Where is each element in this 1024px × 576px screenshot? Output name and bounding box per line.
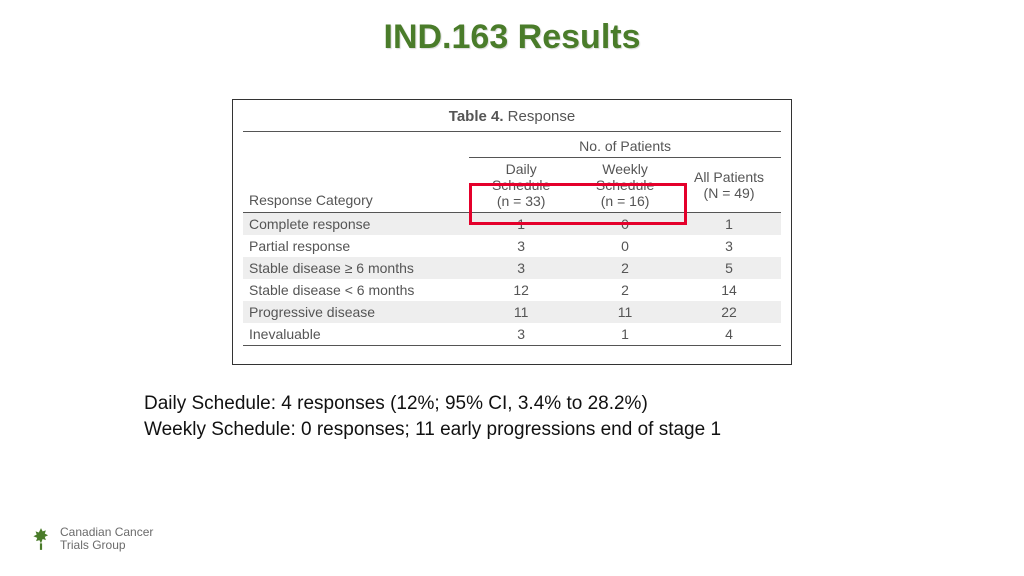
row-value: 5 (677, 257, 781, 279)
col-header-category: Response Category (243, 158, 469, 213)
row-value: 14 (677, 279, 781, 301)
table-body: Complete response101Partial response303S… (243, 213, 781, 346)
row-label: Stable disease < 6 months (243, 279, 469, 301)
summary-notes: Daily Schedule: 4 responses (12%; 95% CI… (144, 391, 864, 442)
response-table-container: Table 4. Response No. of Patients Respon… (232, 99, 792, 365)
row-value: 3 (469, 235, 573, 257)
row-value: 1 (573, 323, 677, 346)
row-value: 2 (573, 257, 677, 279)
row-value: 0 (573, 235, 677, 257)
table-caption-bold: Table 4. (449, 108, 504, 125)
table-row: Stable disease ≥ 6 months325 (243, 257, 781, 279)
row-value: 22 (677, 301, 781, 323)
table-row: Inevaluable314 (243, 323, 781, 346)
row-value: 3 (469, 257, 573, 279)
group-header: No. of Patients (469, 132, 781, 158)
row-label: Complete response (243, 213, 469, 236)
note-weekly: Weekly Schedule: 0 responses; 11 early p… (144, 417, 864, 443)
row-value: 11 (573, 301, 677, 323)
table-row: Progressive disease111122 (243, 301, 781, 323)
row-value: 4 (677, 323, 781, 346)
response-table: No. of Patients Response Category Daily … (243, 131, 781, 346)
table-caption: Table 4. Response (243, 108, 781, 131)
row-value: 12 (469, 279, 573, 301)
col-header-all: All Patients (N = 49) (677, 158, 781, 213)
table-row: Complete response101 (243, 213, 781, 236)
row-value: 11 (469, 301, 573, 323)
row-value: 3 (469, 323, 573, 346)
row-label: Inevaluable (243, 323, 469, 346)
slide-title: IND.163 Results (0, 0, 1024, 57)
table-row: Stable disease < 6 months12214 (243, 279, 781, 301)
col-header-daily: Daily Schedule (n = 33) (469, 158, 573, 213)
col-header-weekly: Weekly Schedule (n = 16) (573, 158, 677, 213)
row-value: 3 (677, 235, 781, 257)
row-value: 0 (573, 213, 677, 236)
row-label: Stable disease ≥ 6 months (243, 257, 469, 279)
table-row: Partial response303 (243, 235, 781, 257)
row-value: 1 (469, 213, 573, 236)
maple-leaf-icon (28, 526, 54, 552)
row-label: Progressive disease (243, 301, 469, 323)
org-logo: Canadian Cancer Trials Group (28, 526, 153, 552)
note-daily: Daily Schedule: 4 responses (12%; 95% CI… (144, 391, 864, 417)
table-caption-rest: Response (504, 108, 576, 125)
row-value: 2 (573, 279, 677, 301)
row-label: Partial response (243, 235, 469, 257)
org-name: Canadian Cancer Trials Group (60, 526, 153, 551)
row-value: 1 (677, 213, 781, 236)
